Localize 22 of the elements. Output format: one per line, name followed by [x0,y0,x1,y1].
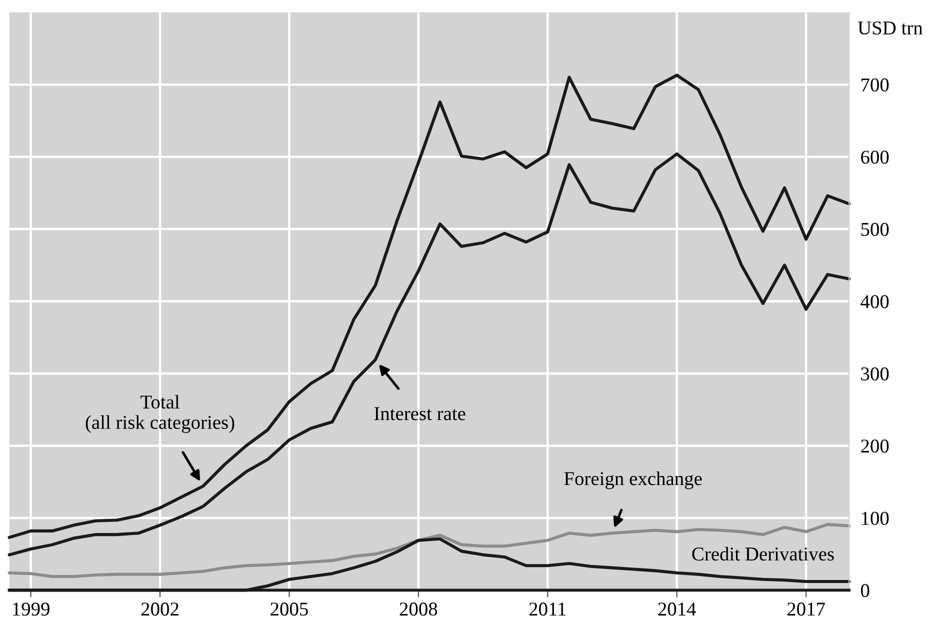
x-tick-label: 1999 [13,602,50,616]
y-tick-label: 300 [861,367,889,380]
annotation: Total (all risk categories) [86,394,234,433]
y-tick-label: 400 [860,295,889,308]
annotation: Foreign exchange [564,472,702,490]
y-axis-title: USD trn [858,21,923,35]
y-tick-label: 0 [860,584,870,598]
y-tick-label: 100 [862,512,889,525]
line-series [8,74,851,539]
annotation: Interest rate [374,407,466,420]
line-series [8,522,851,578]
annotation: Credit Derivatives [692,546,834,561]
y-tick-label: 700 [862,78,889,92]
y-tick-label: 500 [861,222,889,236]
x-tick-label: 2011 [529,602,566,616]
y-tick-label: 600 [861,150,889,164]
x-tick-label: 2014 [658,602,696,616]
y-tick-label: 200 [861,440,889,453]
x-tick-label: 2005 [270,602,308,616]
x-tick-label: 2017 [787,602,825,616]
x-tick-label: 2008 [400,602,438,616]
x-tick-label: 2002 [141,602,178,616]
